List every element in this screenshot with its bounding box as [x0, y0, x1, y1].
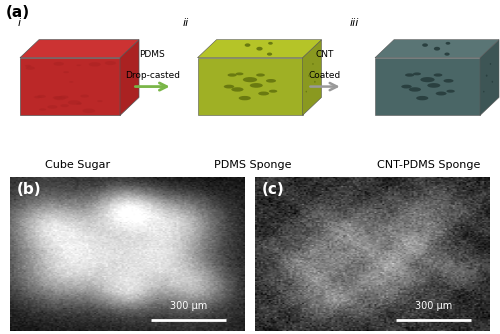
Text: PDMS Sponge: PDMS Sponge	[214, 160, 291, 170]
Circle shape	[434, 73, 442, 76]
Text: i: i	[18, 18, 20, 28]
Ellipse shape	[267, 52, 272, 56]
Polygon shape	[20, 58, 120, 116]
Ellipse shape	[256, 47, 262, 50]
Circle shape	[88, 62, 101, 66]
Ellipse shape	[314, 81, 316, 83]
Circle shape	[224, 85, 234, 89]
Circle shape	[256, 73, 265, 76]
Polygon shape	[302, 40, 322, 116]
Text: (b): (b)	[17, 182, 42, 197]
Circle shape	[236, 72, 244, 75]
Circle shape	[60, 104, 69, 107]
Circle shape	[436, 92, 446, 96]
Ellipse shape	[244, 43, 250, 47]
Circle shape	[48, 105, 58, 109]
Circle shape	[80, 95, 89, 98]
Circle shape	[446, 90, 455, 93]
Circle shape	[416, 96, 428, 100]
Circle shape	[258, 92, 269, 96]
Circle shape	[409, 87, 421, 92]
Circle shape	[250, 83, 263, 88]
Circle shape	[97, 100, 102, 102]
Text: iii: iii	[350, 18, 360, 28]
Ellipse shape	[490, 63, 491, 65]
Ellipse shape	[268, 42, 273, 45]
Circle shape	[266, 79, 276, 82]
Circle shape	[39, 108, 46, 111]
Circle shape	[68, 100, 80, 105]
Ellipse shape	[492, 81, 493, 83]
Circle shape	[413, 72, 421, 75]
Text: ii: ii	[182, 18, 189, 28]
Text: Coated: Coated	[309, 71, 341, 80]
Text: PDMS: PDMS	[140, 50, 166, 58]
Circle shape	[59, 96, 69, 99]
Circle shape	[34, 96, 41, 99]
Text: CNT: CNT	[316, 50, 334, 58]
Circle shape	[54, 62, 64, 66]
Ellipse shape	[312, 63, 314, 65]
Circle shape	[243, 77, 257, 82]
Circle shape	[69, 81, 73, 83]
Polygon shape	[375, 58, 480, 116]
Circle shape	[26, 66, 35, 70]
Text: 300 μm: 300 μm	[415, 301, 452, 311]
Polygon shape	[480, 40, 499, 116]
Circle shape	[37, 95, 46, 98]
Circle shape	[78, 103, 82, 104]
Ellipse shape	[446, 42, 450, 45]
Circle shape	[269, 90, 278, 93]
Polygon shape	[198, 40, 322, 58]
Ellipse shape	[422, 43, 428, 47]
Circle shape	[428, 83, 440, 88]
Text: Drop-casted: Drop-casted	[125, 71, 180, 80]
Circle shape	[54, 96, 66, 100]
Circle shape	[76, 103, 82, 105]
Ellipse shape	[434, 47, 440, 50]
Circle shape	[401, 85, 412, 89]
Ellipse shape	[486, 74, 488, 77]
Circle shape	[52, 96, 62, 99]
Circle shape	[238, 96, 251, 100]
Polygon shape	[20, 40, 139, 58]
Circle shape	[105, 61, 116, 65]
Circle shape	[63, 71, 69, 73]
Circle shape	[25, 65, 32, 67]
Circle shape	[228, 73, 237, 77]
Circle shape	[444, 79, 454, 82]
Circle shape	[76, 64, 81, 66]
Text: (a): (a)	[6, 5, 30, 20]
Text: 300 μm: 300 μm	[170, 301, 207, 311]
Polygon shape	[375, 40, 499, 58]
Circle shape	[405, 73, 414, 77]
Circle shape	[82, 109, 95, 113]
Text: (c): (c)	[262, 182, 285, 197]
Ellipse shape	[306, 91, 307, 93]
Circle shape	[420, 77, 434, 82]
Text: CNT-PDMS Sponge: CNT-PDMS Sponge	[378, 160, 480, 170]
Ellipse shape	[444, 52, 450, 56]
Ellipse shape	[483, 91, 484, 93]
Ellipse shape	[308, 74, 310, 77]
Polygon shape	[198, 58, 302, 116]
Circle shape	[232, 87, 243, 92]
Text: Cube Sugar: Cube Sugar	[45, 160, 110, 170]
Polygon shape	[120, 40, 139, 116]
